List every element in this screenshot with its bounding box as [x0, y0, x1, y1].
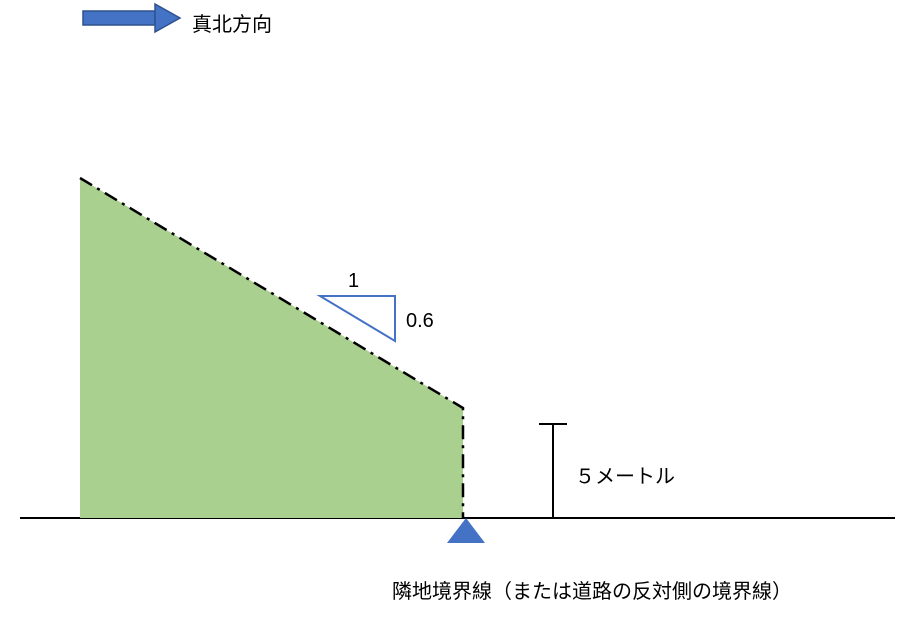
north-direction-label: 真北方向 [192, 8, 272, 37]
boundary-line-label: 隣地境界線（または道路の反対側の境界線） [392, 575, 792, 604]
envelope-shape [80, 178, 463, 518]
boundary-marker-icon [447, 518, 485, 543]
height-dimension-label: ５メートル [575, 460, 675, 489]
slope-ratio-vertical-label: 0.6 [406, 310, 434, 333]
slope-ratio-horizontal-label: 1 [348, 270, 359, 293]
diagram-svg [0, 0, 915, 625]
north-arrow-icon [83, 4, 180, 32]
height-bracket [539, 424, 567, 518]
